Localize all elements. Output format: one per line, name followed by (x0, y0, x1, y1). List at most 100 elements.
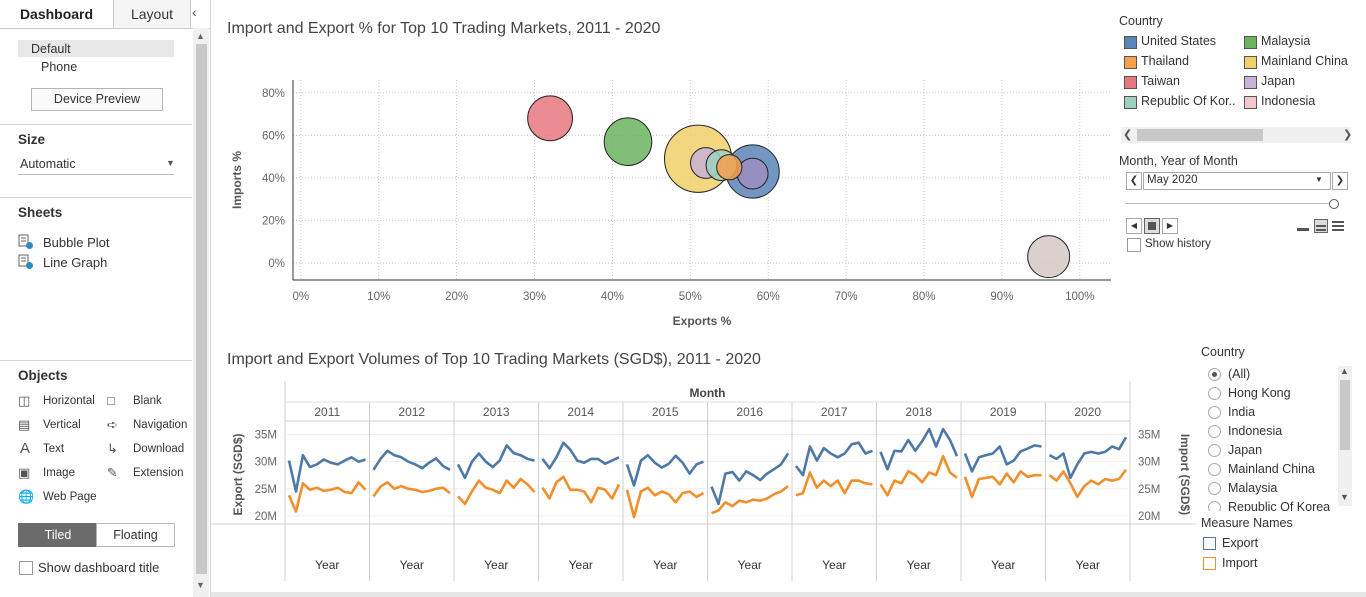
tab-layout[interactable]: Layout (113, 0, 191, 28)
device-default-row[interactable] (18, 40, 174, 57)
export-line-2011[interactable] (287, 453, 366, 493)
speed-fast-icon[interactable] (1332, 220, 1344, 232)
import-line-2011[interactable] (287, 481, 367, 513)
filter-radio[interactable] (1208, 463, 1221, 476)
filter-option-label[interactable]: Malaysia (1228, 481, 1278, 495)
right-y-axis-title: Import (SGD$) (1178, 434, 1192, 515)
size-select[interactable]: Automatic (20, 157, 76, 171)
filter-radio[interactable] (1208, 387, 1221, 400)
export-line-2014[interactable] (541, 441, 620, 470)
legend-item-label[interactable]: Thailand (1141, 54, 1189, 68)
tiled-toggle[interactable]: Tiled (18, 523, 98, 547)
play-back-icon[interactable]: ◀ (1126, 218, 1142, 234)
object-vertical[interactable]: Vertical (43, 419, 81, 431)
legend-item-label[interactable]: Japan (1261, 74, 1296, 88)
legend-item-label[interactable]: United States (1141, 34, 1217, 48)
export-line-2017[interactable] (794, 441, 873, 477)
bubble-hong-kong[interactable] (1027, 235, 1071, 279)
play-forward-icon[interactable]: ▶ (1162, 218, 1178, 234)
month-select[interactable] (1143, 172, 1331, 190)
import-line-2019[interactable] (963, 470, 1042, 499)
speed-slow-icon[interactable] (1297, 220, 1309, 232)
sidebar-scroll-thumb[interactable] (196, 44, 207, 574)
filter-option-label[interactable]: India (1228, 405, 1256, 419)
import-line-2014[interactable] (541, 475, 621, 504)
legend-scroll-thumb[interactable] (1137, 129, 1263, 141)
bubble-indonesia[interactable] (736, 157, 769, 190)
scroll-right-icon[interactable]: ❯ (1343, 129, 1353, 141)
device-phone-label[interactable]: Phone (41, 60, 78, 74)
year-column-label: Year (991, 558, 1015, 572)
filter-radio[interactable] (1208, 425, 1221, 438)
import-line-2016[interactable] (711, 485, 789, 515)
show-history-checkbox[interactable] (1127, 238, 1141, 252)
export-line-2012[interactable] (372, 449, 451, 471)
bubble-malaysia[interactable] (603, 117, 653, 167)
object-text[interactable]: Text (43, 443, 65, 455)
scroll-up-icon[interactable]: ▲ (196, 31, 205, 41)
stop-icon[interactable] (1144, 218, 1160, 234)
prev-page-icon[interactable]: ❮ (1126, 172, 1142, 190)
import-line-2018[interactable] (879, 454, 958, 497)
scroll-down-icon[interactable]: ▼ (196, 580, 205, 590)
show-title-checkbox[interactable] (19, 561, 33, 575)
export-line-2015[interactable] (625, 453, 704, 487)
filter-radio[interactable] (1208, 368, 1221, 381)
measure-export-label[interactable]: Export (1222, 536, 1259, 550)
device-preview-button[interactable]: Device Preview (31, 88, 163, 111)
legend-item-label[interactable]: Republic Of Kor.. (1141, 94, 1236, 108)
export-line-2020[interactable] (1048, 436, 1128, 480)
object-web-page[interactable]: Web Page (43, 491, 97, 503)
chevron-down-icon[interactable]: ▼ (1315, 175, 1323, 184)
export-line-2013[interactable] (456, 444, 535, 480)
object-blank[interactable]: Blank (133, 395, 162, 407)
object-download[interactable]: Download (133, 443, 185, 455)
export-line-2019[interactable] (963, 444, 1042, 473)
sheet-bubble-plot[interactable]: Bubble Plot (43, 235, 110, 250)
object-image[interactable]: Image (43, 467, 75, 479)
bubble-chart[interactable]: 0% 10% 20% 30% 40% 50% 60% 70% 80% 90% 100% 0% 20% 40… (211, 40, 1116, 340)
filter-radio[interactable] (1208, 444, 1221, 457)
filter-option-label[interactable]: Indonesia (1228, 424, 1283, 438)
bubble-thailand[interactable] (716, 154, 743, 181)
bubble-taiwan[interactable] (527, 95, 573, 142)
filter-scroll-thumb[interactable] (1340, 380, 1350, 450)
legend-item-label[interactable]: Taiwan (1141, 74, 1180, 88)
scroll-left-icon[interactable]: ❮ (1123, 129, 1133, 141)
floating-toggle[interactable]: Floating (96, 523, 175, 547)
next-page-icon[interactable]: ❯ (1332, 172, 1348, 190)
import-line-2020[interactable] (1048, 469, 1128, 499)
import-line-2015[interactable] (625, 486, 705, 519)
filter-option-label[interactable]: (All) (1228, 367, 1251, 381)
legend-item-label[interactable]: Indonesia (1261, 94, 1316, 108)
filter-option-label[interactable]: Republic Of Korea (1228, 500, 1331, 511)
speed-medium-icon[interactable] (1314, 219, 1328, 233)
export-line-2016[interactable] (710, 452, 790, 506)
scroll-down-icon[interactable]: ▼ (1340, 492, 1349, 502)
object-horizontal[interactable]: Horizontal (43, 395, 95, 407)
legend-item-label[interactable]: Mainland China (1261, 54, 1348, 68)
tab-dashboard[interactable]: Dashboard (0, 0, 113, 28)
filter-radio[interactable] (1208, 501, 1221, 511)
filter-radio[interactable] (1208, 482, 1221, 495)
sheet-line-graph[interactable]: Line Graph (43, 255, 108, 270)
page-slider-track[interactable] (1125, 203, 1335, 204)
collapse-sidebar-icon[interactable]: ‹ (192, 4, 197, 20)
filter-option-label[interactable]: Mainland China (1228, 462, 1315, 476)
scroll-up-icon[interactable]: ▲ (1340, 366, 1349, 376)
filter-option-label[interactable]: Japan (1228, 443, 1263, 457)
import-line-2013[interactable] (457, 477, 536, 506)
import-line-2012[interactable] (372, 481, 451, 498)
chevron-down-icon[interactable]: ▼ (166, 158, 175, 168)
export-line-2018[interactable] (879, 427, 959, 471)
measure-import-label[interactable]: Import (1222, 556, 1258, 570)
object-extension[interactable]: Extension (133, 467, 184, 479)
x-tick-label: 90% (990, 291, 1013, 303)
legend-item-label[interactable]: Malaysia (1261, 34, 1311, 48)
import-line-2017[interactable] (795, 471, 873, 497)
object-navigation[interactable]: Navigation (133, 419, 188, 431)
filter-option-label[interactable]: Hong Kong (1228, 386, 1291, 400)
page-slider-handle[interactable] (1329, 199, 1339, 209)
line-chart[interactable]: Month 20M 20M 25M 25M 30M 30M 35M 35M 2011 Year 201… (211, 376, 1196, 588)
filter-radio[interactable] (1208, 406, 1221, 419)
